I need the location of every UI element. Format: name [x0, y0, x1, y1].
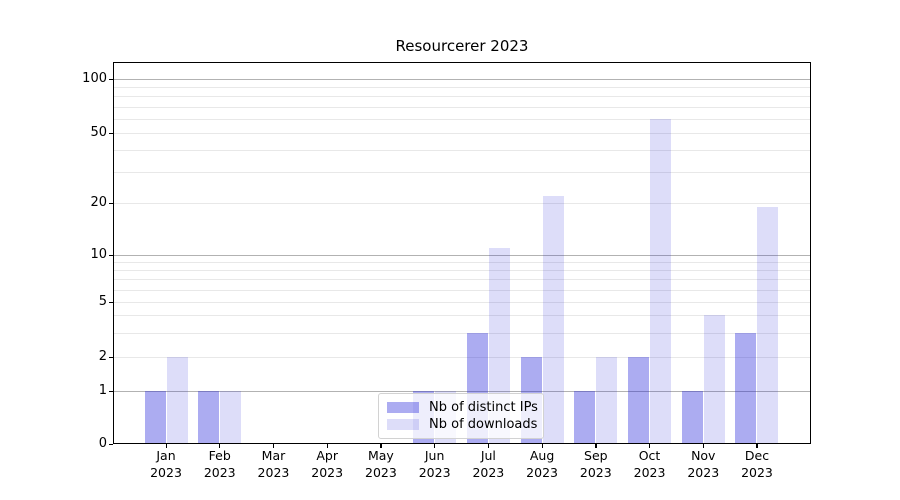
bar-downloads-nov	[703, 315, 725, 444]
minor-gridline	[113, 96, 811, 98]
y-tick-mark	[109, 132, 113, 134]
minor-gridline	[113, 150, 811, 152]
x-tick-mark	[487, 444, 490, 448]
bar-distinct-ips-sep	[574, 391, 596, 444]
minor-gridline	[113, 87, 811, 89]
legend-swatch-distinct-ips	[387, 402, 419, 413]
bar-downloads-jan	[166, 357, 188, 444]
legend-label: Nb of distinct IPs	[429, 400, 538, 415]
minor-gridline	[113, 262, 811, 264]
bar-downloads-oct	[650, 118, 672, 444]
x-tick-label: Jul 2023	[472, 448, 505, 480]
minor-gridline	[113, 332, 811, 334]
x-tick-label: May 2023	[365, 448, 397, 480]
minor-gridline	[113, 357, 811, 358]
y-tick-label: 10	[90, 247, 107, 262]
major-gridline	[113, 255, 811, 256]
x-tick-label: Jun 2023	[418, 448, 451, 480]
x-tick-label: Apr 2023	[311, 448, 344, 480]
y-tick-mark	[109, 443, 113, 445]
y-tick-label: 1	[98, 383, 107, 398]
minor-gridline	[113, 172, 811, 174]
x-tick-mark	[541, 444, 543, 448]
minor-gridline	[113, 315, 811, 317]
x-tick-mark	[702, 444, 704, 448]
minor-gridline	[113, 270, 811, 272]
legend-swatch-downloads	[387, 419, 419, 430]
x-tick-label: Aug 2023	[526, 448, 558, 480]
bar-downloads-aug	[542, 195, 564, 444]
bar-distinct-ips-dec	[735, 332, 757, 444]
y-tick-label: 5	[98, 294, 107, 309]
y-tick-mark	[109, 301, 113, 303]
y-tick-mark	[109, 356, 113, 358]
bar-distinct-ips-jan	[144, 391, 166, 444]
y-tick-label: 50	[90, 125, 107, 140]
y-tick-mark	[109, 202, 113, 204]
x-tick-mark	[595, 444, 597, 448]
major-gridline	[113, 79, 811, 80]
y-tick-mark	[109, 78, 113, 80]
y-tick-label: 0	[98, 436, 107, 451]
bar-downloads-feb	[220, 391, 242, 444]
x-tick-mark	[380, 444, 382, 448]
x-tick-mark	[165, 444, 167, 448]
bar-distinct-ips-nov	[681, 391, 703, 444]
legend-label: Nb of downloads	[429, 417, 538, 432]
x-tick-mark	[434, 444, 436, 448]
x-tick-label: Sep 2023	[579, 448, 612, 480]
y-tick-label: 20	[90, 195, 107, 210]
legend-row: Nb of distinct IPs	[387, 399, 538, 416]
legend: Nb of distinct IPs Nb of downloads	[378, 393, 544, 439]
x-tick-label: Dec 2023	[741, 448, 773, 480]
minor-gridline	[113, 302, 811, 303]
bar-downloads-sep	[596, 357, 618, 444]
minor-gridline	[113, 133, 811, 134]
legend-row: Nb of downloads	[387, 416, 538, 433]
bar-downloads-dec	[757, 206, 779, 444]
plot-area	[113, 62, 811, 444]
x-tick-label: Oct 2023	[633, 448, 666, 480]
y-tick-mark	[109, 390, 113, 392]
y-tick-label: 100	[82, 71, 107, 86]
chart-title: Resourcerer 2023	[395, 37, 529, 55]
x-tick-mark	[756, 444, 758, 448]
x-tick-mark	[272, 444, 275, 448]
minor-gridline	[113, 279, 811, 281]
minor-gridline	[113, 203, 811, 204]
x-tick-label: Nov 2023	[687, 448, 720, 480]
bar-distinct-ips-feb	[198, 391, 220, 444]
y-tick-label: 2	[98, 349, 107, 364]
y-tick-mark	[109, 254, 113, 256]
minor-gridline	[113, 106, 811, 108]
x-tick-label: Feb 2023	[203, 448, 236, 480]
minor-gridline	[113, 118, 811, 120]
bar-distinct-ips-oct	[628, 357, 650, 444]
x-tick-mark	[326, 444, 328, 448]
x-tick-label: Mar 2023	[257, 448, 290, 480]
x-tick-mark	[649, 444, 651, 448]
major-gridline	[113, 391, 811, 392]
x-tick-mark	[219, 444, 221, 448]
x-tick-label: Jan 2023	[150, 448, 182, 480]
minor-gridline	[113, 289, 811, 291]
